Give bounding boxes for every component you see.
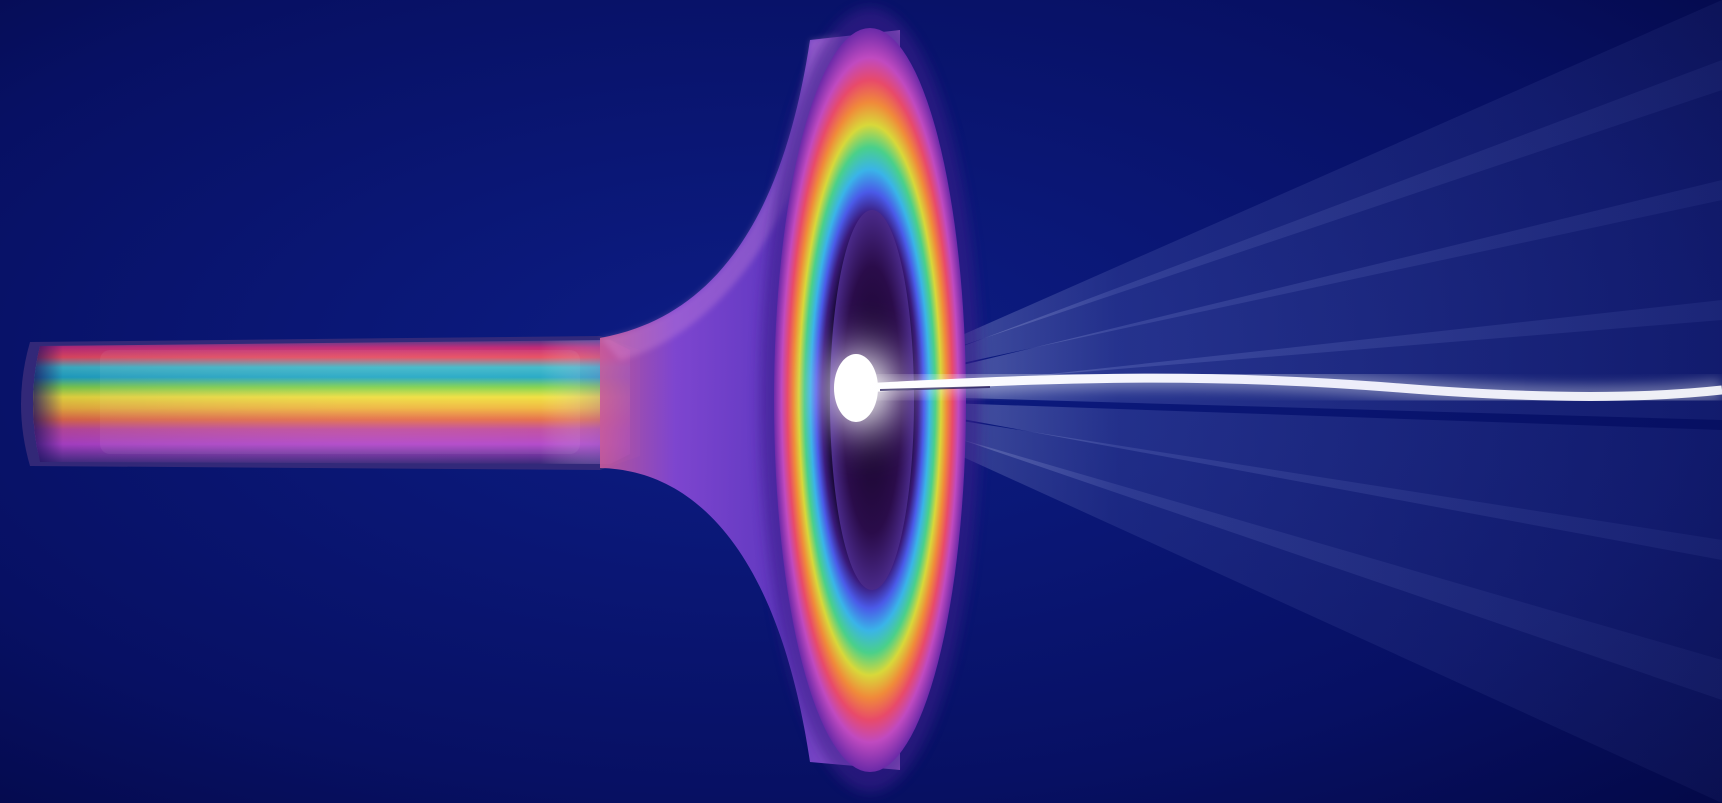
light-beam	[859, 367, 1722, 408]
rainbow-tube	[21, 336, 640, 470]
light-beam-fan	[860, 0, 1722, 803]
